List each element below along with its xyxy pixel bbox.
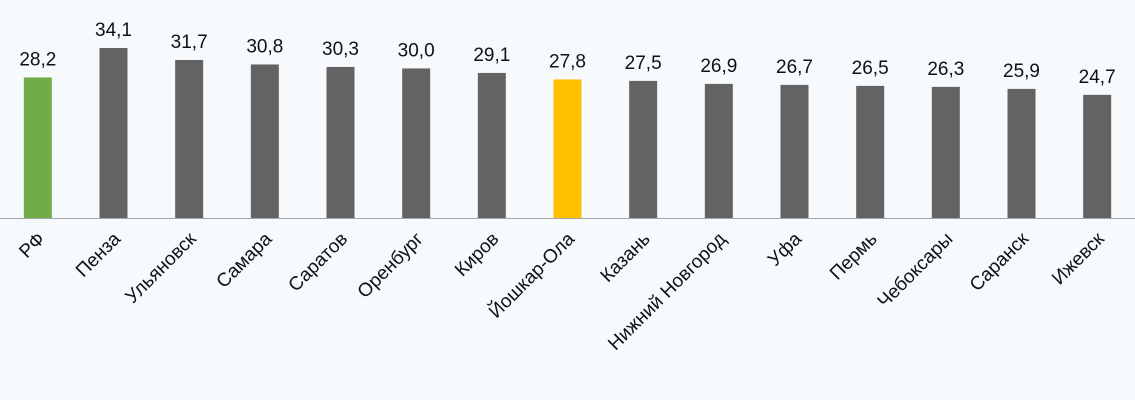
bar — [477, 72, 506, 218]
x-tick-label: Самара — [213, 228, 277, 292]
bar — [175, 59, 204, 218]
bar — [326, 66, 355, 219]
bar — [856, 85, 885, 218]
data-label: 26,5 — [852, 58, 889, 79]
x-tick-label: РФ — [15, 229, 49, 263]
data-label: 26,3 — [927, 59, 964, 80]
bar — [1083, 94, 1112, 218]
bar — [704, 83, 733, 218]
bar — [402, 68, 431, 218]
data-label: 31,7 — [171, 32, 208, 53]
x-tick-label: Саранск — [966, 228, 1034, 296]
bar — [629, 80, 658, 218]
x-tick-label: Киров — [451, 229, 503, 281]
data-label: 30,0 — [398, 40, 435, 61]
x-tick-label: Пермь — [826, 229, 882, 285]
data-label: 27,5 — [625, 53, 662, 74]
data-label: 27,8 — [549, 51, 586, 72]
bar — [23, 77, 52, 219]
bar — [780, 84, 809, 218]
bar — [553, 79, 582, 218]
data-label: 24,7 — [1079, 67, 1116, 88]
x-tick-label: Ижевск — [1048, 228, 1109, 289]
x-tick-label: Оренбург — [354, 229, 428, 303]
x-tick-label: Ульяновск — [122, 228, 202, 308]
bar — [931, 86, 960, 219]
x-tick-label: Саратов — [285, 229, 352, 296]
bar — [1007, 88, 1036, 219]
data-label: 34,1 — [95, 20, 132, 41]
data-label: 30,3 — [322, 39, 359, 60]
data-label: 25,9 — [1003, 61, 1040, 82]
data-label: 29,1 — [473, 45, 510, 66]
x-tick-label: Пенза — [72, 228, 125, 281]
x-tick-label: Казань — [597, 229, 655, 287]
data-label: 26,7 — [776, 57, 813, 78]
data-label: 30,8 — [246, 36, 283, 57]
data-label: 28,2 — [19, 49, 56, 70]
x-tick-label: Чебоксары — [874, 229, 958, 313]
bar — [250, 64, 279, 218]
bar — [99, 48, 128, 218]
data-label: 26,9 — [700, 56, 737, 77]
x-tick-label: Уфа — [764, 228, 806, 270]
